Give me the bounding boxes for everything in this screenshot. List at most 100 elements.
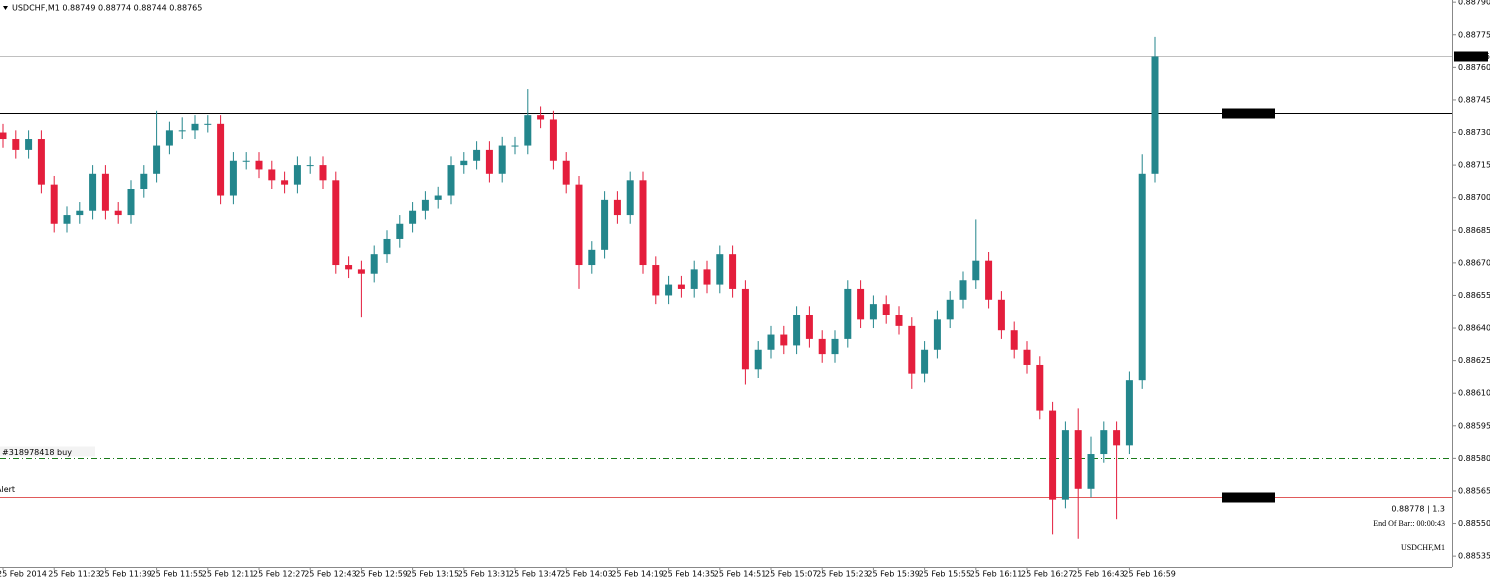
candle-body [933,319,941,350]
menu-arrow[interactable] [3,6,8,10]
candle-body [959,280,967,300]
candle-body [869,304,877,320]
x-tick-label: 25 Feb 15:55 [919,570,971,577]
y-tick-label: 0.88640 [1458,324,1490,333]
info-line: 0.88778 | 1.3 [1391,505,1445,514]
candle-body [524,115,532,146]
level-label-bg [1222,492,1275,503]
candle-body [242,160,250,162]
candle-body [1151,56,1159,174]
x-tick-label: 25 Feb 15:07 [765,570,817,577]
candle-body [1087,454,1095,489]
candle-body [537,115,545,120]
candle-body [127,189,135,216]
x-tick-label: 25 Feb 13:15 [407,570,459,577]
x-tick-label: 25 Feb 16:43 [1072,570,1124,577]
y-tick-label: 0.88760 [1458,63,1490,72]
candle-body [268,169,276,181]
x-tick-label: 25 Feb 12:11 [202,570,254,577]
candle-body [204,123,212,125]
y-tick-label: 0.88775 [1458,30,1490,39]
level-label-bg [1222,108,1275,119]
candle-body [844,288,852,339]
candle-body [665,284,673,296]
candle-body [575,184,583,266]
candle-body [396,223,404,239]
candle-body [345,265,353,270]
y-tick-label: 0.88730 [1458,128,1490,137]
candle-body [549,119,557,161]
candle-body [562,160,570,185]
candle-body [383,238,391,255]
x-tick-label: 25 Feb 12:43 [304,570,356,577]
candle-body [946,299,954,320]
y-tick-label: 0.88595 [1458,421,1490,430]
y-tick-label: 0.88535 [1458,552,1490,561]
candle-body [729,254,737,289]
candle-body [1138,173,1146,381]
candle-body [0,132,7,140]
y-tick-label: 0.88790 [1458,0,1490,7]
order-label: #318978418 buy [2,448,72,457]
candle-body [76,210,84,216]
candle-body [153,145,161,174]
candle-body [1125,380,1133,446]
candle-body [460,160,468,166]
candle-body [985,260,993,300]
x-tick-label: 25 Feb 12:59 [355,570,407,577]
candle-body [409,210,417,224]
candle-body [293,165,301,185]
x-tick-label: 25 Feb 14:35 [663,570,715,577]
y-tick-label: 0.88550 [1458,519,1490,528]
candle-body [434,195,442,200]
candle-body [473,149,481,161]
candle-body [370,254,378,274]
candle-body [818,338,826,355]
candle-body [677,284,685,289]
price-label-bg [1454,51,1488,62]
x-tick-label: 25 Feb 2014 [0,570,47,577]
candle-body [1113,430,1121,446]
x-tick-label: 25 Feb 11:23 [48,570,100,577]
candle-body [805,315,813,339]
y-tick-label: 0.88625 [1458,356,1490,365]
candle-body [997,299,1005,331]
x-tick-label: 25 Feb 16:59 [1123,570,1175,577]
candle-body [217,123,225,196]
candle-body [421,199,429,211]
candle-body [857,288,865,320]
candle-body [754,349,762,370]
candle-body [767,334,775,350]
candle-body [1023,349,1031,365]
candle-body [37,139,45,185]
candle-body [50,184,58,224]
candle-body [972,260,980,281]
candle-body [639,180,647,266]
x-tick-label: 25 Feb 11:39 [99,570,151,577]
candle-body [281,180,289,185]
y-tick-label: 0.88580 [1458,454,1490,463]
candle-body [1100,430,1108,455]
candle-body [921,349,929,374]
candle-body [114,210,122,216]
level-name: M5 [1225,109,1237,118]
y-tick-label: 0.88670 [1458,258,1490,267]
candle-body [140,173,148,189]
candle-body [741,288,749,370]
level-name: M30 [1225,493,1242,502]
symbol-label: USDCHF,M1 [1401,543,1445,552]
candle-body [191,123,199,131]
x-tick-label: 25 Feb 14:03 [560,570,612,577]
x-tick-label: 25 Feb 16:11 [970,570,1022,577]
x-tick-label: 25 Feb 13:47 [509,570,561,577]
candle-body [793,315,801,346]
candle-body [831,338,839,355]
candle-body [511,145,519,147]
candle-body [626,180,634,216]
candle-body [1061,430,1069,500]
candle-body [255,160,263,170]
candle-body [1010,330,1018,350]
x-tick-label: 25 Feb 15:39 [867,570,919,577]
order-label-bg [0,446,95,457]
